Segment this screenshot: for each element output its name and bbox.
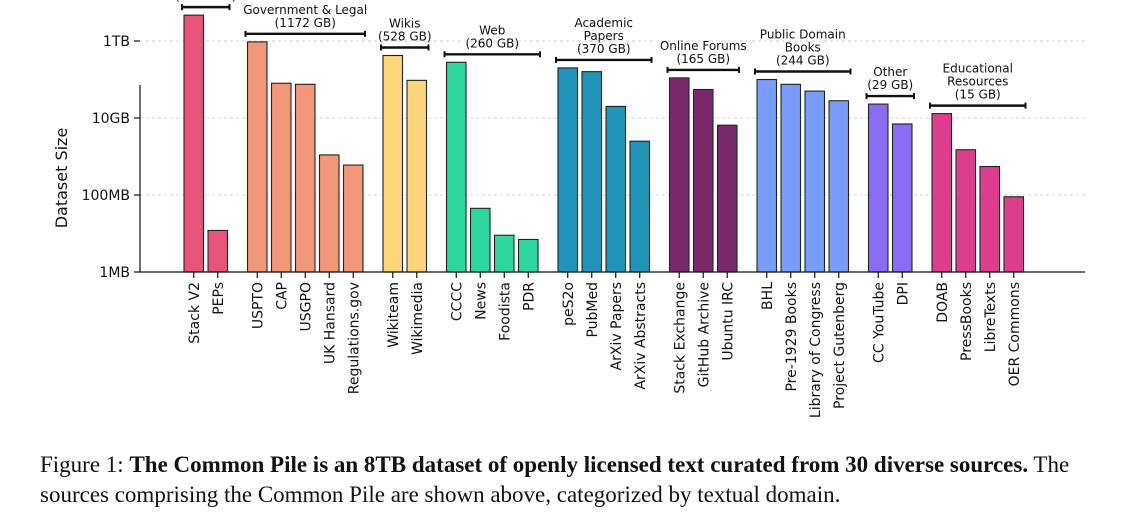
group-title: (370 GB) — [577, 42, 631, 56]
x-tick-label: Wikiteam — [386, 282, 402, 348]
bar — [318, 154, 340, 273]
group-title: Wikis — [389, 17, 420, 31]
x-tick-label: Stack V2 — [187, 282, 203, 344]
bar — [780, 83, 802, 273]
x-tick-labels: Stack V2 PEPs USPTO CAP USGPO UK Hansard Regul… — [187, 272, 1023, 418]
figure-caption: Figure 1: The Common Pile is an 8TB data… — [40, 450, 1110, 510]
x-tick-label: USGPO — [298, 282, 314, 331]
x-tick-label: Wikimedia — [410, 282, 426, 355]
bar — [183, 14, 205, 273]
y-tick-label: 1TB — [103, 34, 130, 50]
group-title: (528 GB) — [378, 30, 432, 44]
bar — [382, 54, 404, 273]
x-tick-label: OER Commons — [1007, 282, 1023, 386]
group-title: Resources — [947, 75, 1008, 89]
group-title: (260 GB) — [465, 36, 519, 50]
bar — [493, 234, 515, 273]
group-title: Educational — [943, 62, 1013, 76]
x-tick-label: ArXiv Abstracts — [633, 282, 649, 390]
x-tick-label: DPI — [895, 282, 911, 305]
bar — [557, 67, 579, 273]
x-tick-label: PressBooks — [959, 282, 975, 361]
caption-bold: The Common Pile is an 8TB dataset of ope… — [129, 452, 1029, 477]
x-tick-label: Library of Congress — [808, 282, 824, 418]
bar — [406, 79, 428, 273]
group-title: Online Forums — [660, 39, 747, 53]
group-title: Papers — [584, 29, 624, 43]
group-title: Web — [479, 23, 505, 37]
bar — [246, 41, 268, 273]
bar — [1003, 196, 1025, 273]
x-tick-label: PubMed — [585, 282, 601, 338]
group-title: Public Domain — [760, 28, 846, 42]
x-tick-label: Project Gutenberg — [832, 282, 848, 409]
x-tick-label: Ubuntu IRC — [720, 282, 736, 361]
x-tick-label: Stack Exchange — [672, 282, 688, 394]
x-tick-label: News — [473, 282, 489, 320]
bar — [756, 78, 778, 273]
caption-prefix: Figure 1: — [40, 452, 130, 477]
x-tick-label: DOAB — [935, 282, 951, 323]
group-title: (165 GB) — [676, 52, 730, 66]
y-tick-label: 10GB — [92, 111, 130, 127]
x-tick-label: UK Hansard — [322, 282, 338, 364]
bar — [891, 123, 913, 273]
x-tick-label: BHL — [760, 282, 776, 310]
bar — [445, 61, 467, 273]
group-title: Books — [785, 41, 821, 55]
x-tick-label: USPTO — [250, 282, 266, 329]
bar — [867, 103, 889, 273]
x-tick-label: PDR — [521, 282, 537, 311]
x-tick-label: Foodista — [497, 282, 513, 341]
bar — [270, 82, 292, 273]
x-tick-label: GitHub Archive — [696, 282, 712, 387]
x-tick-label: CC YouTube — [871, 282, 887, 363]
group-annotations: Code(4775 GB)Government & Legal(1172 GB)… — [175, 0, 1027, 109]
group-title: Other — [873, 65, 907, 79]
bar — [469, 207, 491, 273]
x-tick-label: LibreTexts — [983, 282, 999, 352]
x-tick-label: CAP — [274, 282, 290, 310]
bar — [629, 140, 651, 273]
group-title: (1172 GB) — [275, 16, 336, 30]
bar — [828, 100, 850, 273]
x-tick-label: ArXiv Papers — [609, 282, 625, 371]
bar-chart: Dataset Size 1MB 100MB 10GB 1TB Stack V2 PEP… — [52, 0, 1085, 418]
x-tick-label: PEPs — [211, 282, 227, 315]
x-tick-label: CCCC — [449, 282, 465, 321]
bar — [294, 83, 316, 273]
axes: Dataset Size — [52, 85, 1085, 273]
bar — [207, 229, 229, 273]
y-ticks: 1MB 100MB 10GB 1TB — [82, 34, 140, 281]
y-tick-label: 1MB — [99, 265, 130, 281]
bar — [716, 124, 738, 273]
bar — [517, 238, 539, 273]
bar — [605, 105, 627, 273]
bar — [931, 113, 953, 273]
bar — [804, 90, 826, 273]
y-axis-label: Dataset Size — [52, 128, 71, 229]
group-title: (15 GB) — [955, 88, 1001, 102]
bar — [581, 71, 603, 273]
bar — [692, 88, 714, 273]
y-tick-label: 100MB — [82, 188, 130, 204]
x-tick-label: peS2o — [561, 282, 577, 326]
bar — [979, 165, 1001, 273]
group-title: (244 GB) — [776, 54, 830, 68]
bar — [668, 77, 690, 273]
bar — [342, 164, 364, 273]
x-tick-label: Regulations.gov — [346, 282, 362, 394]
group-title: Academic — [574, 16, 633, 30]
bar — [955, 149, 977, 273]
group-title: Government & Legal — [243, 3, 367, 17]
x-tick-label: Pre-1929 Books — [784, 282, 800, 392]
group-title: (29 GB) — [867, 78, 913, 92]
caption-rest: The sources comprising the Common Pile a… — [40, 452, 1070, 507]
group-title: (4775 GB) — [175, 0, 236, 3]
